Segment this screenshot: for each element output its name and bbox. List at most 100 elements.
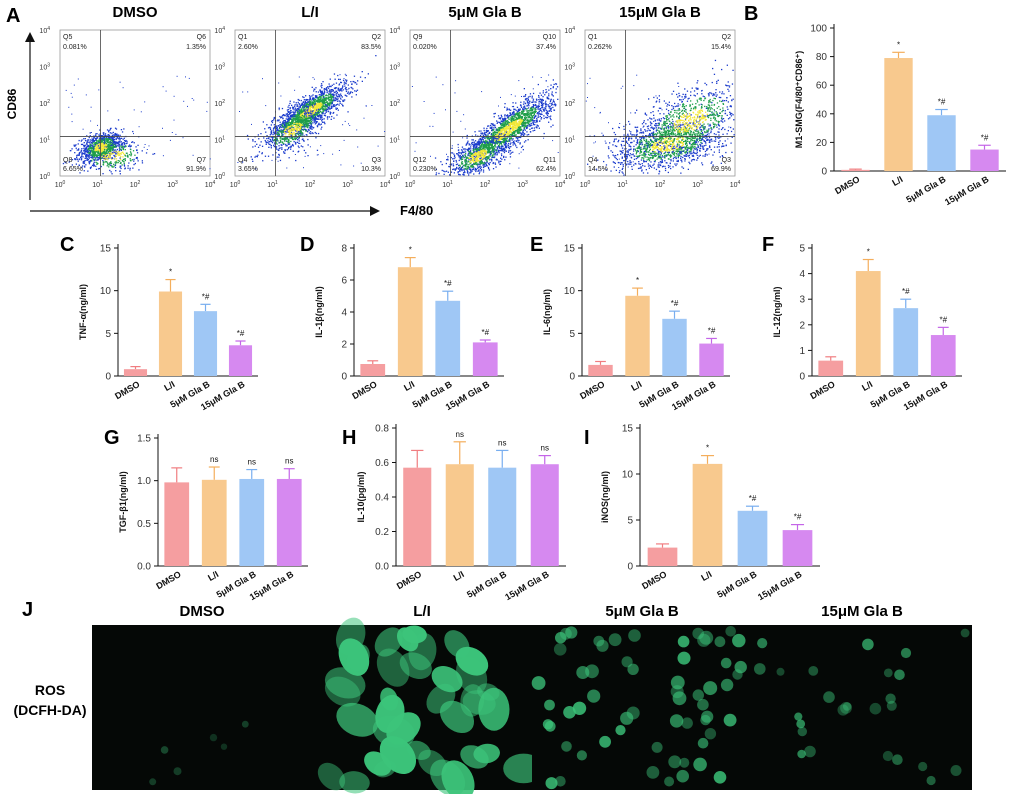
flow-dot [301, 104, 303, 106]
flow-dot [162, 127, 163, 129]
flow-dot [328, 104, 331, 107]
flow-dot [525, 99, 527, 101]
flow-dot [92, 164, 94, 166]
flow-dot [323, 99, 325, 101]
flow-dot [313, 113, 316, 115]
flow-dot [315, 107, 318, 110]
flow-dot [272, 133, 274, 136]
flow-dot [507, 144, 509, 146]
flow-x-tick-label: 102 [305, 180, 316, 189]
flow-dot [84, 157, 86, 159]
flow-dot [554, 105, 557, 107]
flow-dot [534, 120, 536, 122]
flow-plot-frame [59, 29, 211, 177]
flow-dot [338, 84, 340, 86]
flow-dot [504, 130, 506, 132]
flow-dot [317, 108, 320, 110]
flow-dot [300, 121, 302, 124]
flow-dot [111, 149, 113, 151]
flow-dot [260, 141, 262, 143]
flow-dot [97, 168, 100, 170]
flow-dot [303, 112, 305, 114]
flow-dot [290, 111, 292, 114]
flow-dot [321, 97, 323, 99]
flow-dot [74, 152, 76, 154]
flow-dot [114, 144, 117, 147]
flow-dot [517, 110, 519, 112]
flow-dot [276, 137, 278, 139]
flow-dot [501, 138, 503, 140]
flow-dot [471, 141, 473, 144]
flow-dot [111, 166, 113, 168]
flow-dot [292, 118, 294, 120]
flow-x-axis-arrow [370, 206, 380, 216]
flow-dot [276, 156, 278, 158]
quadrant-value-lr: 10.3% [361, 166, 381, 173]
flow-dot [89, 132, 91, 134]
flow-dot [317, 118, 319, 120]
flow-dot [104, 158, 106, 161]
flow-dot [535, 110, 537, 113]
flow-dot [83, 149, 86, 152]
flow-dot [482, 132, 484, 134]
flow-dot [302, 112, 305, 114]
flow-dot [162, 155, 164, 157]
flow-dot [340, 95, 342, 97]
flow-dot [531, 115, 533, 117]
flow-dot [299, 110, 301, 112]
flow-dot [95, 151, 97, 153]
flow-dot [289, 100, 291, 102]
flow-dot [281, 116, 283, 118]
flow-dot [318, 105, 320, 108]
flow-dot [292, 124, 294, 127]
flow-dot [322, 99, 324, 101]
flow-dot [280, 124, 282, 126]
flow-dot [326, 98, 328, 100]
flow-dot [294, 112, 296, 114]
flow-dot [345, 87, 347, 89]
flow-dot [524, 122, 526, 124]
flow-dot [292, 130, 294, 132]
flow-dot [337, 98, 339, 100]
flow-dot [284, 121, 286, 124]
flow-dot [331, 115, 333, 118]
flow-dot [525, 109, 527, 111]
flow-dot [92, 146, 94, 148]
flow-dot [493, 151, 495, 153]
flow-dot [125, 142, 127, 145]
flow-dot [85, 146, 88, 148]
flow-dot [107, 110, 109, 112]
flow-dot [108, 130, 110, 132]
flow-dot [342, 105, 344, 107]
flow-dot [126, 140, 128, 142]
flow-dot [134, 162, 136, 165]
flow-dot [289, 122, 291, 124]
flow-dot [320, 94, 322, 96]
flow-dot [517, 137, 519, 139]
flow-dot [498, 145, 501, 148]
flow-dot [498, 139, 500, 141]
flow-y-tick-label: 103 [214, 63, 225, 72]
flow-dot [119, 173, 121, 175]
flow-dot [322, 121, 324, 123]
flow-dot [307, 107, 309, 109]
flow-dot [552, 95, 554, 97]
flow-dot [531, 112, 533, 114]
flow-dot [527, 97, 529, 100]
flow-dot [95, 139, 98, 142]
flow-dot [452, 168, 454, 171]
flow-dot [296, 130, 298, 132]
flow-dot [310, 125, 313, 127]
flow-dot [496, 128, 498, 130]
flow-dot [305, 109, 307, 111]
flow-dot [505, 145, 507, 147]
flow-dot [294, 115, 296, 118]
flow-dot [528, 105, 530, 107]
flow-dot [278, 109, 280, 111]
flow-dot [305, 114, 307, 116]
flow-dot [175, 133, 177, 135]
flow-dot [287, 111, 290, 113]
flow-dot [303, 105, 305, 107]
flow-dot [127, 145, 130, 147]
flow-dot [301, 108, 303, 111]
